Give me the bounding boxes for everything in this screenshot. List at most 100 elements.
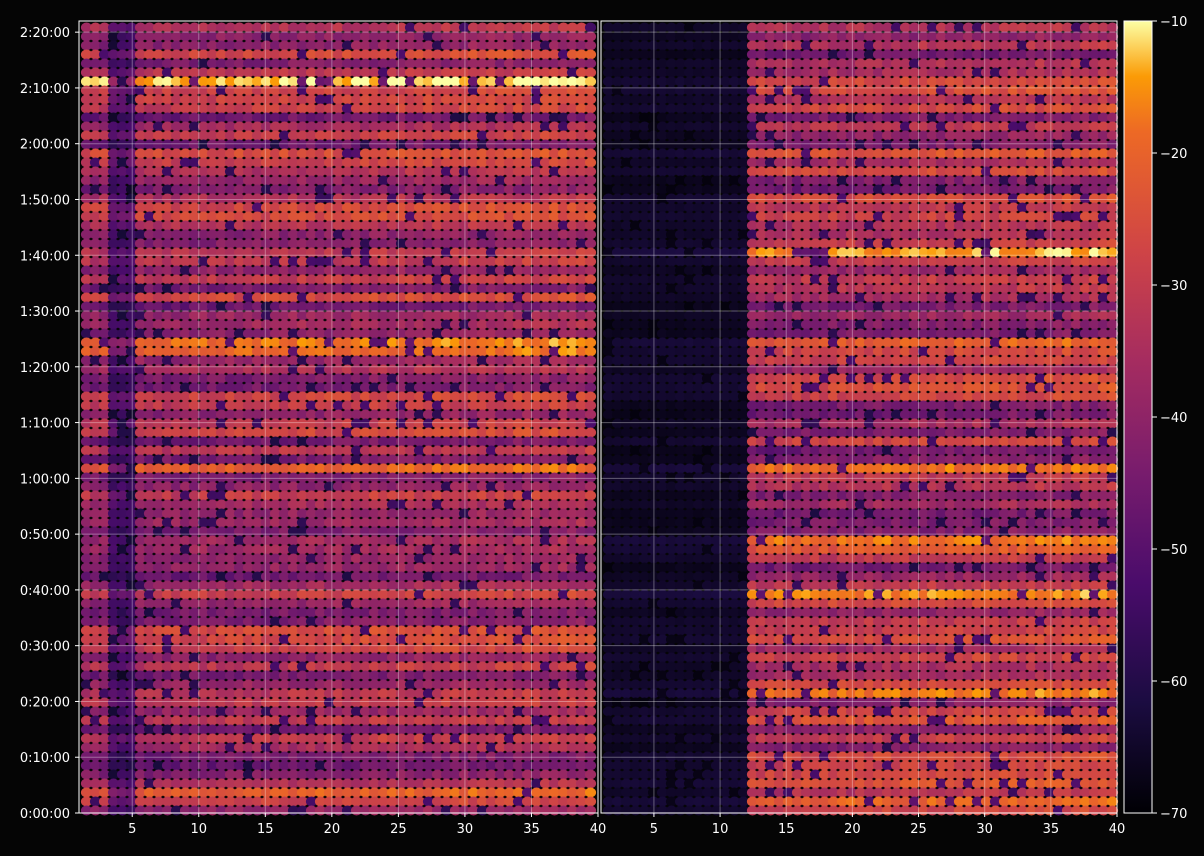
heatmap-cell	[431, 40, 444, 51]
heatmap-cell	[584, 571, 597, 582]
heatmap-cell	[143, 247, 156, 258]
heatmap-cell	[260, 58, 273, 69]
heatmap-cell	[305, 184, 318, 195]
heatmap-cell	[377, 211, 390, 222]
heatmap-cell	[368, 94, 381, 105]
heatmap-cell	[458, 22, 471, 33]
heatmap-cell	[404, 175, 417, 186]
heatmap-cell	[485, 238, 498, 249]
heatmap-cell	[584, 121, 597, 132]
heatmap-cell	[566, 211, 579, 222]
heatmap-cell	[530, 130, 543, 141]
heatmap-cell	[107, 103, 120, 114]
heatmap-cell	[323, 85, 336, 96]
heatmap-cell	[458, 256, 471, 267]
heatmap-cell	[386, 121, 399, 132]
heatmap-cell	[530, 85, 543, 96]
heatmap-cell	[125, 184, 138, 195]
heatmap-cell	[584, 607, 597, 618]
heatmap-cell	[251, 256, 264, 267]
heatmap-cell	[98, 184, 111, 195]
heatmap-cell	[116, 40, 129, 51]
heatmap-cell	[206, 85, 219, 96]
heatmap-cell	[431, 58, 444, 69]
heatmap-cell	[530, 22, 543, 33]
heatmap-cell	[188, 85, 201, 96]
heatmap-cell	[215, 22, 228, 33]
heatmap-cell	[305, 121, 318, 132]
heatmap-cell	[242, 76, 255, 87]
heatmap-cell	[143, 85, 156, 96]
heatmap-cell	[269, 139, 282, 150]
heatmap-cell	[233, 157, 246, 168]
heatmap-cell	[116, 256, 129, 267]
heatmap-cell	[125, 31, 138, 42]
heatmap-cell	[440, 202, 453, 213]
heatmap-cell	[278, 58, 291, 69]
heatmap-cell	[575, 229, 588, 240]
heatmap-cell	[350, 229, 363, 240]
heatmap-cell	[350, 148, 363, 159]
heatmap-cell	[512, 49, 525, 60]
heatmap-cell	[449, 184, 462, 195]
heatmap-cell	[233, 139, 246, 150]
heatmap-cell	[161, 256, 174, 267]
heatmap-cell	[584, 715, 597, 726]
heatmap-cell	[548, 256, 561, 267]
heatmap-cell	[269, 112, 282, 123]
heatmap-cell	[494, 220, 507, 231]
heatmap-cell	[134, 121, 147, 132]
heatmap-cell	[395, 112, 408, 123]
heatmap-cell	[458, 40, 471, 51]
heatmap-cell	[269, 148, 282, 159]
heatmap-cell	[260, 166, 273, 177]
heatmap-cell	[314, 193, 327, 204]
heatmap-cell	[377, 49, 390, 60]
heatmap-cell	[575, 94, 588, 105]
heatmap-cell	[323, 265, 336, 276]
heatmap-cell	[539, 166, 552, 177]
heatmap-cell	[80, 256, 93, 267]
heatmap-cell	[179, 166, 192, 177]
heatmap-cell	[161, 94, 174, 105]
heatmap-cell	[458, 229, 471, 240]
heatmap-cell	[566, 121, 579, 132]
heatmap-cell	[170, 130, 183, 141]
heatmap-cell	[332, 31, 345, 42]
heatmap-cell	[125, 157, 138, 168]
heatmap-cell	[467, 265, 480, 276]
heatmap-cell	[350, 166, 363, 177]
heatmap-cell	[566, 148, 579, 159]
heatmap-cell	[80, 157, 93, 168]
heatmap-cell	[89, 265, 102, 276]
heatmap-cell	[548, 139, 561, 150]
heatmap-cell	[377, 247, 390, 258]
heatmap-cell	[107, 112, 120, 123]
heatmap-cell	[422, 130, 435, 141]
heatmap-cell	[458, 103, 471, 114]
heatmap-cell	[566, 85, 579, 96]
heatmap-cell	[107, 121, 120, 132]
heatmap-cell	[233, 130, 246, 141]
heatmap-cell	[296, 85, 309, 96]
heatmap-cell	[368, 193, 381, 204]
heatmap-cell	[584, 544, 597, 555]
heatmap-cell	[584, 418, 597, 429]
heatmap-cell	[548, 31, 561, 42]
heatmap-cell	[98, 31, 111, 42]
heatmap-cell	[143, 31, 156, 42]
heatmap-cell	[521, 103, 534, 114]
heatmap-cell	[188, 94, 201, 105]
heatmap-cell	[584, 526, 597, 537]
heatmap-cell	[467, 247, 480, 258]
heatmap-cell	[476, 31, 489, 42]
heatmap-cell	[80, 229, 93, 240]
heatmap-cell	[503, 229, 516, 240]
heatmap-cell	[260, 40, 273, 51]
heatmap-cell	[116, 121, 129, 132]
heatmap-cell	[413, 103, 426, 114]
heatmap-cell	[278, 76, 291, 87]
heatmap-cell	[323, 202, 336, 213]
heatmap-cell	[305, 220, 318, 231]
